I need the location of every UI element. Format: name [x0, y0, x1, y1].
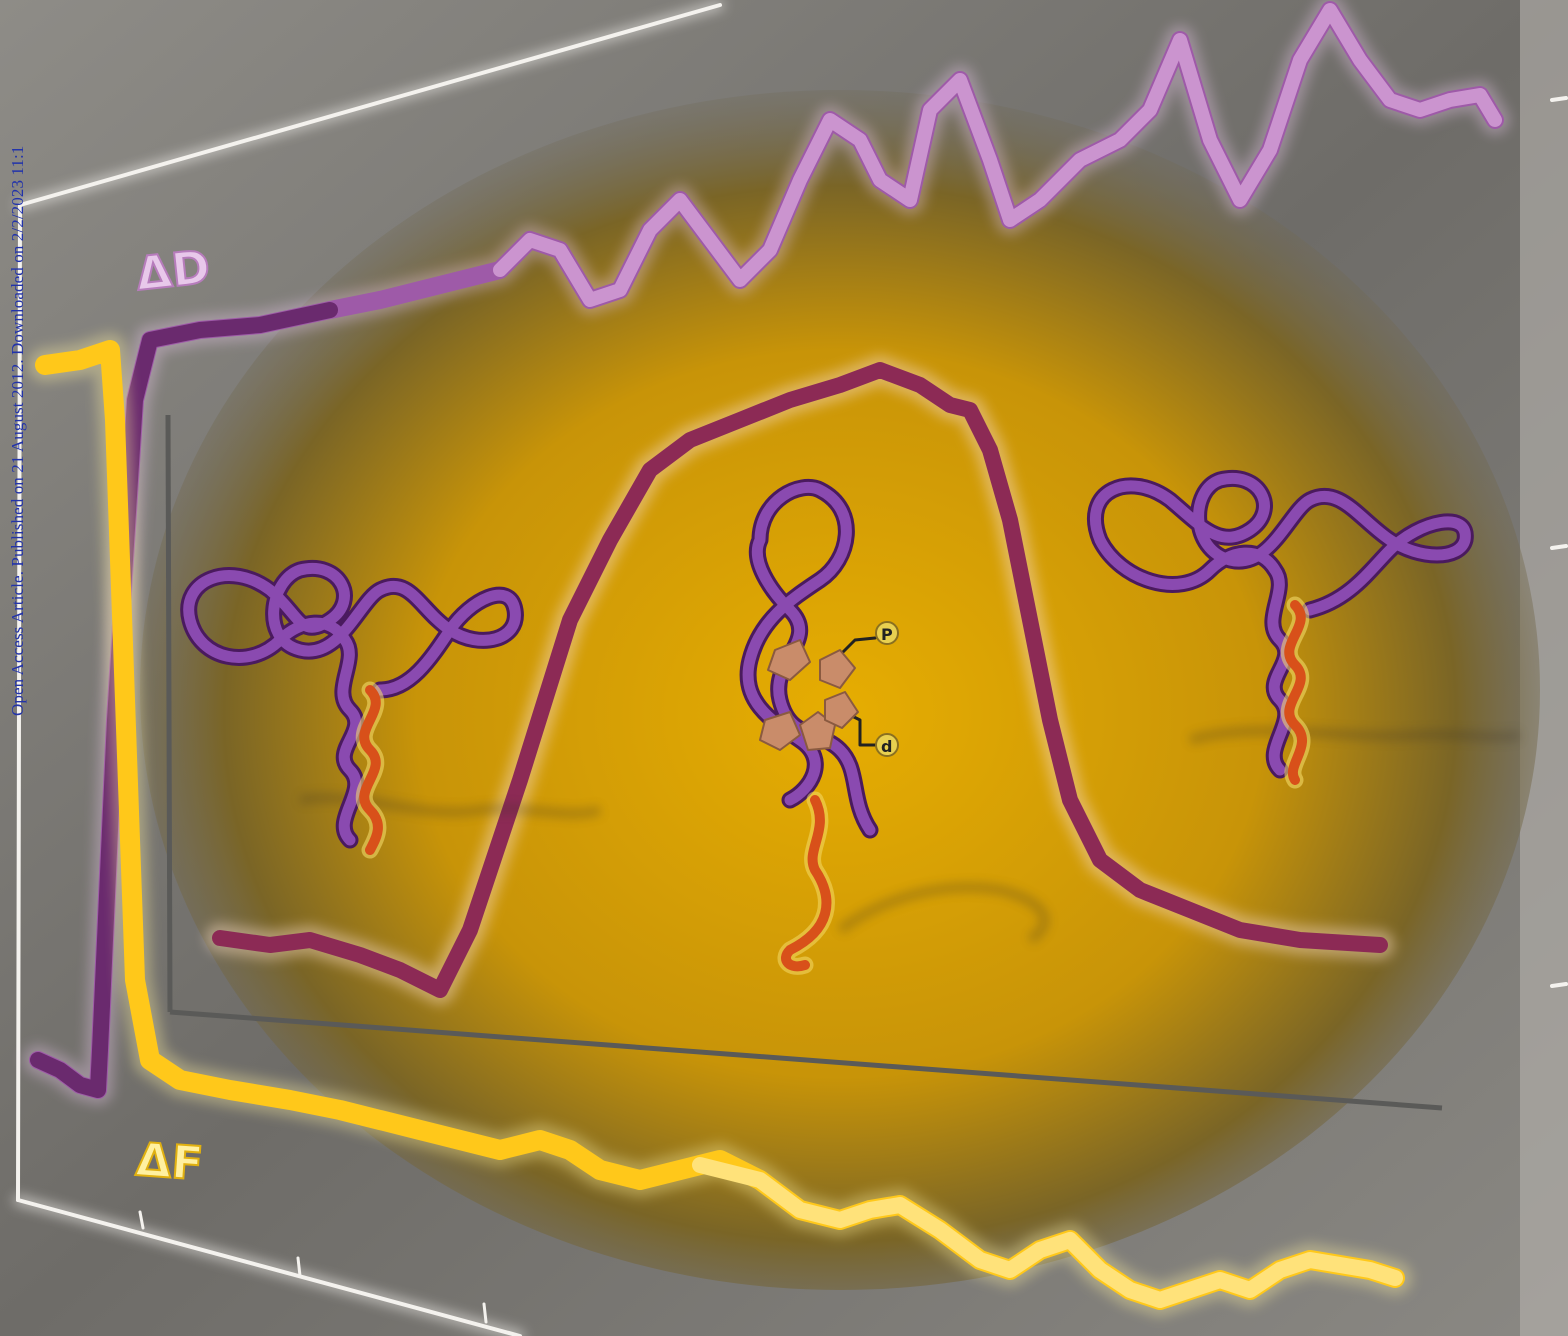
rna-folded-center — [739, 478, 899, 975]
delta-f-label: ΔF — [134, 1132, 205, 1191]
phosphate-label-1: P — [881, 625, 893, 644]
inner-axes — [165, 414, 1443, 1111]
delta-f-trace — [28, 333, 1412, 1317]
trace-labels: ΔD ΔF P d — [133, 239, 893, 1192]
access-notice: Open Access Article. Published on 21 Aug… — [8, 4, 27, 724]
inner-curve — [205, 355, 1395, 1005]
rna-hairpin-left — [180, 560, 524, 859]
delta-d-label: ΔD — [134, 240, 213, 301]
phosphate-label-2: d — [881, 737, 892, 756]
outer-frame — [13, 1, 1568, 1336]
rna-hairpin-right — [1086, 470, 1474, 789]
access-notice-text[interactable]: Open Access Article. Published on 21 Aug… — [8, 145, 27, 716]
